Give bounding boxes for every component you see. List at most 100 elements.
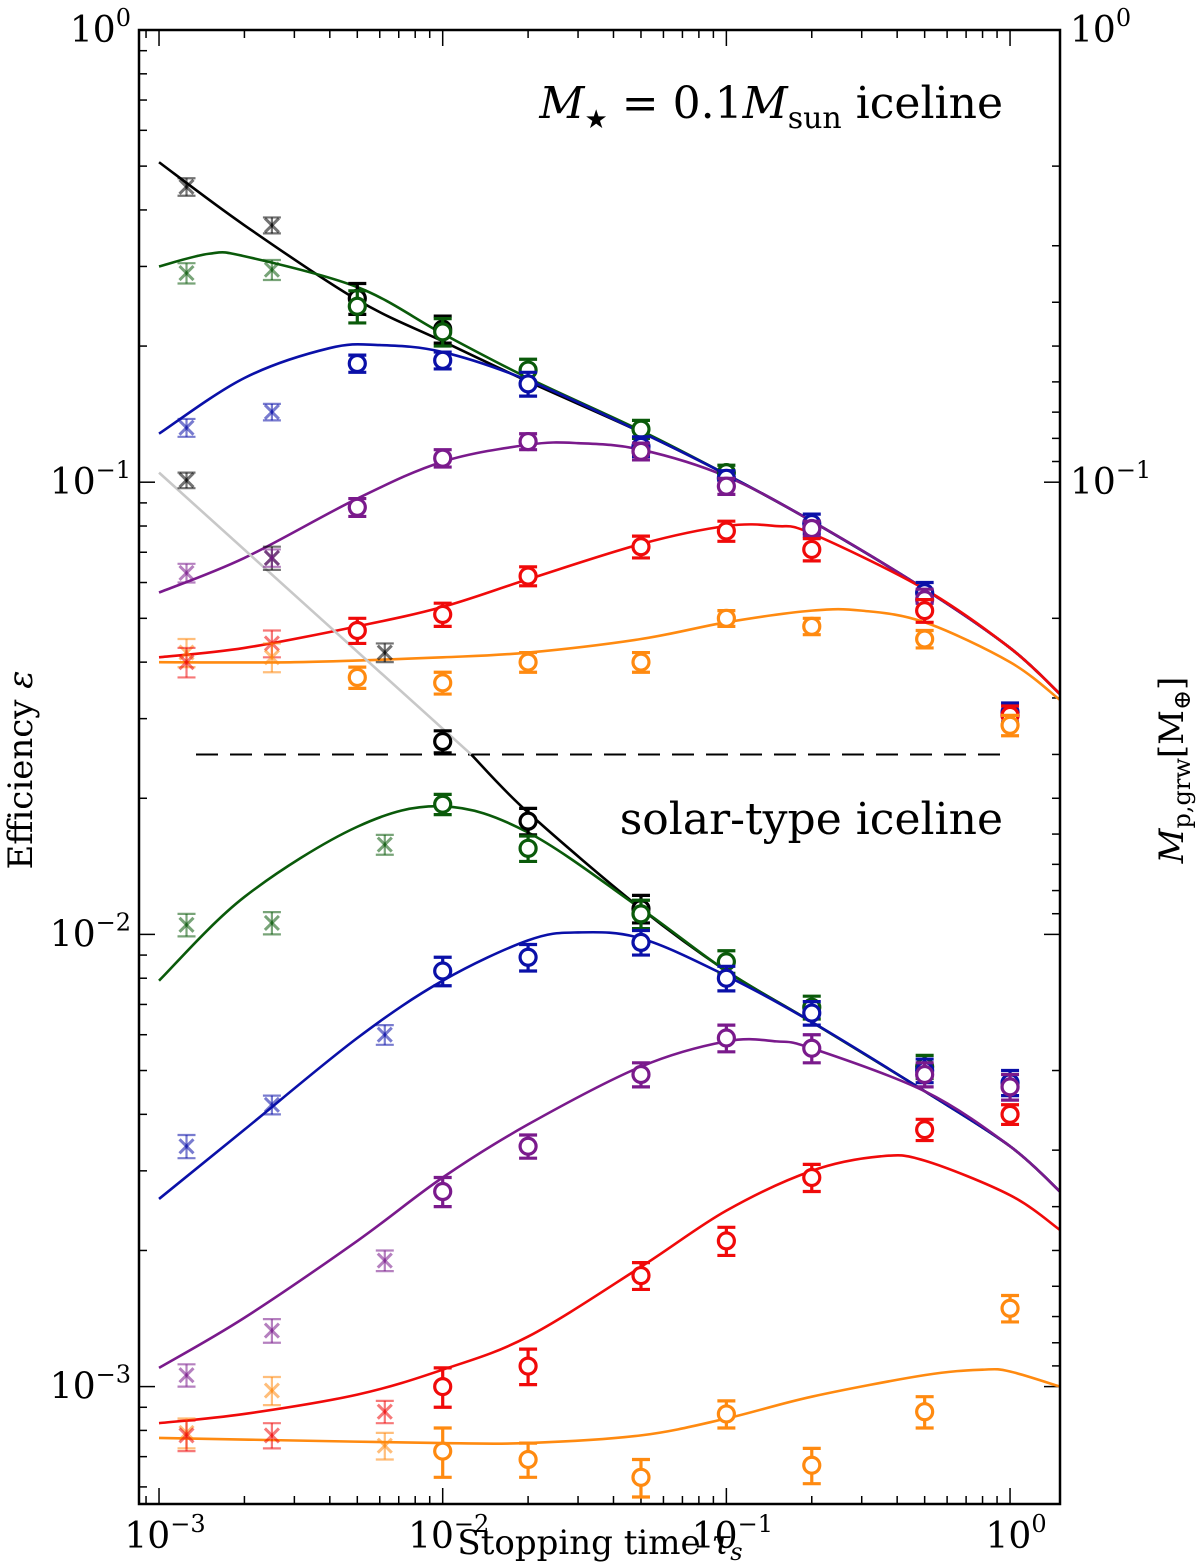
data-point-purple-circle (915, 1061, 935, 1089)
tick-layer (139, 29, 1060, 1504)
circle-marker (433, 350, 453, 370)
circle-marker (631, 904, 651, 924)
x-axis-label: Stopping time τs (457, 1523, 742, 1566)
cross-marker-b (376, 1252, 393, 1269)
data-point-red-circle (631, 1261, 651, 1292)
marker-layer (177, 177, 1020, 1499)
curve-top-green (158, 250, 1061, 696)
data-point-orange-circle (716, 608, 736, 628)
circle-marker (631, 1265, 651, 1286)
circle-marker (518, 566, 538, 586)
circle-marker (347, 497, 367, 517)
data-point-orange-circle (518, 1441, 538, 1479)
cross-marker-b (376, 1437, 393, 1454)
cross-marker-b (178, 654, 195, 671)
cross-marker-b (263, 1322, 280, 1339)
data-point-blue-circle (433, 350, 453, 371)
data-point-purple-circle (716, 476, 736, 496)
x-tick-label: 100 (986, 1510, 1047, 1557)
circle-marker (802, 1038, 822, 1058)
x-tick-label: 10−1 (692, 1510, 773, 1557)
data-point-blue-circle (518, 370, 538, 398)
circle-marker (347, 353, 367, 374)
data-point-black-cross (262, 216, 281, 235)
circle-marker (518, 1356, 538, 1376)
data-point-orange-circle (802, 616, 822, 637)
data-point-red-cross (177, 1419, 196, 1453)
circle-marker (433, 794, 453, 814)
circle-marker (347, 667, 367, 688)
data-point-red-circle (518, 1347, 538, 1387)
y-axis-label: Efficiency ε (1, 670, 41, 869)
data-point-orange-cross (375, 1431, 394, 1461)
circle-marker (347, 620, 367, 641)
y-tick-label: 10−3 (50, 1361, 131, 1408)
circle-marker (802, 1167, 822, 1188)
circle-marker (631, 419, 651, 439)
data-point-red-circle (433, 601, 453, 628)
circle-marker (802, 1455, 822, 1475)
circle-marker (347, 296, 367, 316)
label-layer: 10−310−210−110010−310−210−110010−1100101… (50, 4, 1151, 1557)
data-point-orange-circle (631, 1457, 651, 1499)
bottom-annotation: solar-type iceline (620, 794, 1003, 845)
circle-marker (631, 441, 651, 461)
y2-tick-label: 10−1 (1070, 456, 1151, 503)
data-point-orange-circle (347, 665, 367, 690)
data-point-red-cross (177, 646, 196, 679)
data-point-orange-circle (915, 1395, 935, 1430)
cross-marker-b (263, 649, 280, 666)
data-point-green-cross (177, 912, 196, 938)
circle-marker (518, 838, 538, 858)
data-point-green-circle (433, 317, 453, 348)
circle-marker (915, 1120, 935, 1140)
data-point-black-cross (177, 177, 196, 197)
data-point-orange-circle (518, 650, 538, 674)
circle-marker (433, 604, 453, 625)
circle-marker (518, 947, 538, 967)
data-point-purple-circle (518, 431, 538, 452)
data-point-green-circle (347, 289, 367, 325)
curve-top-purple (158, 441, 1061, 696)
circle-marker (915, 601, 935, 621)
cross-marker-b (376, 836, 393, 853)
data-point-blue-circle (802, 1000, 822, 1027)
x-tick-label: 10−2 (408, 1510, 489, 1557)
circle-marker (433, 448, 453, 468)
circle-marker (518, 1449, 538, 1470)
y-tick-label: 10−2 (50, 908, 131, 955)
data-point-green-circle (518, 834, 538, 864)
circle-marker (518, 652, 538, 672)
data-point-red-cross (262, 1422, 281, 1450)
circle-marker (433, 322, 453, 342)
data-point-green-cross (262, 258, 281, 282)
data-point-black-cross (375, 642, 394, 664)
data-point-purple-circle (802, 1033, 822, 1065)
data-point-red-circle (1000, 1103, 1020, 1127)
data-point-purple-circle (631, 1061, 651, 1089)
circle-marker (1000, 1077, 1020, 1097)
circle-marker (433, 731, 453, 752)
circle-marker (433, 1376, 453, 1397)
data-point-red-circle (915, 1117, 935, 1143)
plot-frame (137, 28, 1062, 1506)
data-point-orange-circle (1000, 713, 1020, 738)
data-point-red-circle (802, 1162, 822, 1194)
data-point-red-circle (716, 1225, 736, 1258)
cross-marker-b (178, 1367, 195, 1384)
data-point-green-cross (177, 262, 196, 285)
data-point-purple-circle (433, 448, 453, 469)
data-point-purple-cross (177, 562, 196, 584)
data-point-purple-cross (177, 1363, 196, 1388)
data-point-green-cross (262, 911, 281, 936)
data-point-red-circle (802, 537, 822, 563)
cross-marker-b (263, 217, 280, 234)
circle-marker (518, 1136, 538, 1156)
circle-marker (433, 673, 453, 693)
data-point-blue-cross (262, 1094, 281, 1116)
x-tick-label: 10−3 (124, 1510, 205, 1557)
data-point-orange-cross (262, 642, 281, 674)
top-annotation: M★ = 0.1Msun iceline (538, 78, 1003, 136)
circle-marker (716, 1231, 736, 1251)
data-point-blue-cross (262, 402, 281, 422)
